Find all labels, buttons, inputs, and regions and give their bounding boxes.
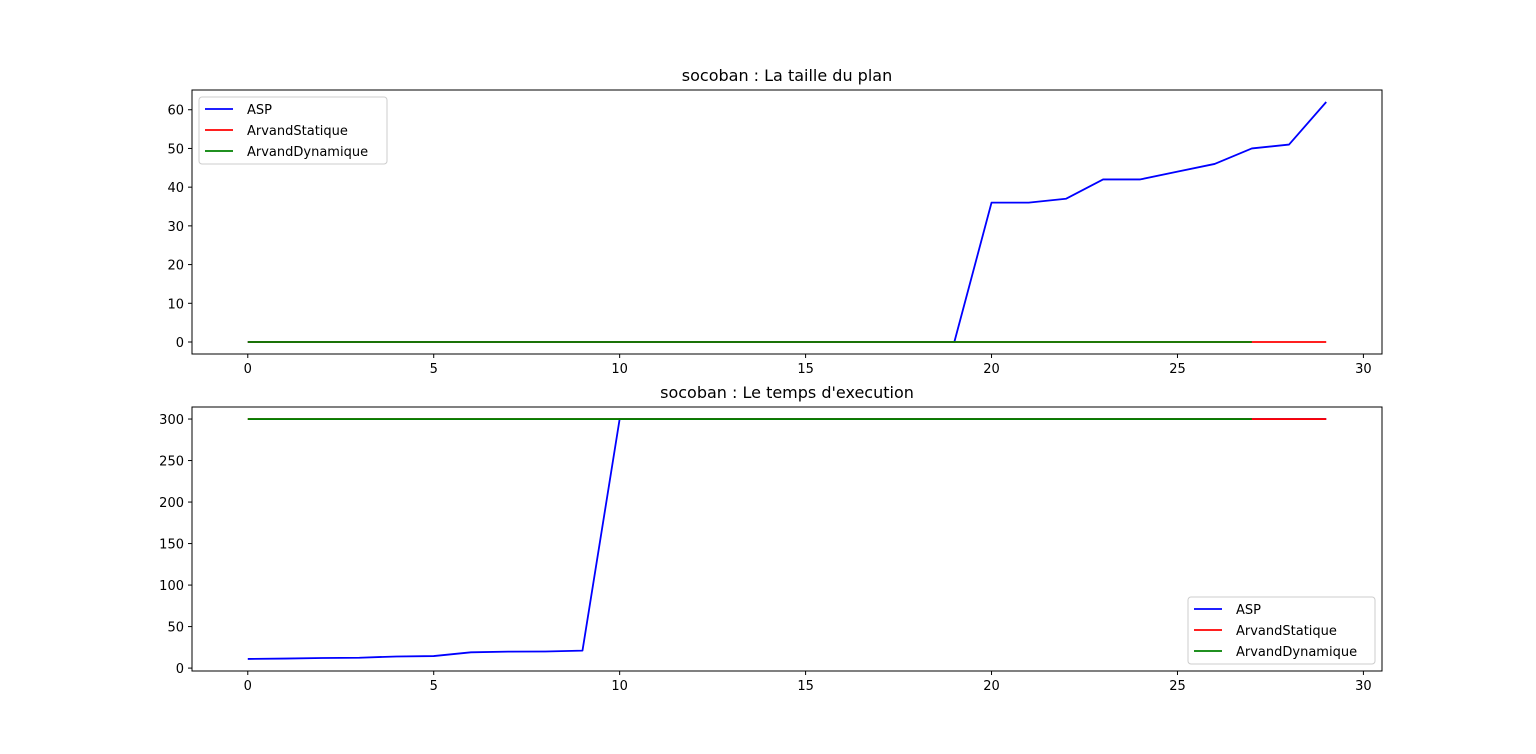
x-tick-label: 30 [1355,679,1372,694]
legend-box [1187,596,1376,665]
y-tick-label: 40 [167,181,184,196]
y-tick-label: 50 [167,142,184,157]
chart-title: socoban : La taille du plan [682,66,892,85]
x-tick-label: 0 [244,679,252,694]
legend-label-arvanddynamique: ArvandDynamique [247,145,368,160]
x-tick-label: 20 [983,362,1000,377]
x-tick-label: 5 [430,362,438,377]
y-tick-label: 20 [167,259,184,274]
y-tick-label: 0 [176,336,184,351]
legend-label-asp: ASP [247,103,272,118]
y-tick-label: 100 [159,579,184,594]
x-tick-label: 10 [611,362,628,377]
x-tick-label: 15 [797,679,814,694]
legend-label-arvanddynamique: ArvandDynamique [1236,645,1357,660]
x-tick-label: 20 [983,679,1000,694]
y-tick-label: 0 [176,662,184,677]
series-line-asp [247,418,1327,660]
legend-label-arvandstatique: ArvandStatique [1236,624,1337,639]
x-tick-label: 0 [244,362,252,377]
x-tick-label: 15 [797,362,814,377]
x-tick-label: 5 [430,679,438,694]
axes-frame [191,406,1383,672]
y-tick-label: 60 [167,104,184,119]
x-tick-label: 10 [611,679,628,694]
legend-label-arvandstatique: ArvandStatique [247,124,348,139]
chart-top: socoban : La taille du plan 0 5 10 15 20 25 30 0… [167,66,1383,377]
y-tick-label: 300 [159,413,184,428]
legend: ASP ArvandStatique ArvandDynamique [198,96,388,165]
legend-label-asp: ASP [1236,603,1261,618]
y-tick-label: 150 [159,538,184,553]
y-tick-label: 30 [167,220,184,235]
x-tick-label: 25 [1169,362,1186,377]
chart-title: socoban : Le temps d'execution [660,383,914,402]
legend-box [198,96,388,165]
chart-bottom: socoban : Le temps d'execution 0 5 10 15 20 25… [159,383,1383,694]
y-tick-label: 200 [159,496,184,511]
y-tick-label: 50 [167,621,184,636]
series-group [247,101,1327,343]
x-tick-label: 30 [1355,362,1372,377]
x-tick-label: 25 [1169,679,1186,694]
series-line-asp [247,101,1327,343]
series-group [247,418,1327,660]
axes-frame [191,89,1383,355]
y-tick-label: 250 [159,455,184,470]
y-tick-label: 10 [167,297,184,312]
legend: ASP ArvandStatique ArvandDynamique [1187,596,1376,665]
